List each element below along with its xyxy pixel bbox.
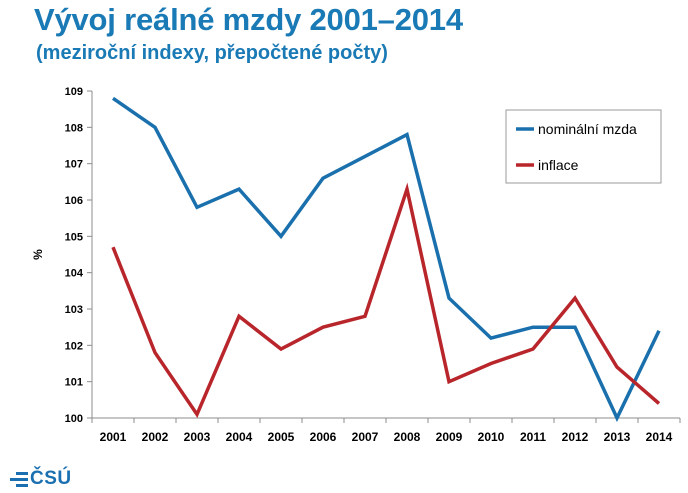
x-tick-label: 2011 <box>520 430 546 444</box>
logo-text: ČSÚ <box>30 468 72 489</box>
axes: 100 101 102 103 104 105 106 107 108 109 2001 2002 20… <box>31 86 681 444</box>
y-tick-label: 106 <box>65 195 83 207</box>
legend-label: nominální mzda <box>538 121 637 137</box>
x-tick-label: 2006 <box>310 430 337 444</box>
chart-title: Vývoj reálné mzdy 2001–2014 <box>34 2 463 37</box>
legend-box <box>505 109 662 184</box>
y-tick-label: 100 <box>65 413 83 425</box>
x-tick-label: 2002 <box>142 430 169 444</box>
y-tick-label: 109 <box>65 86 83 98</box>
y-tick-label: 105 <box>65 231 83 243</box>
y-tick-label: 103 <box>65 304 83 316</box>
x-tick-label: 2005 <box>268 430 295 444</box>
csu-logo: ČSÚ <box>8 468 72 490</box>
x-tick-label: 2013 <box>604 430 631 444</box>
series-layer <box>111 96 661 423</box>
x-tick-label: 2008 <box>394 430 421 444</box>
x-tick-label: 2003 <box>184 430 211 444</box>
y-tick-label: 102 <box>65 340 83 352</box>
logo-mark <box>8 471 28 487</box>
series-line-nominal-wage <box>112 96 661 423</box>
x-tick-label: 2012 <box>562 430 589 444</box>
series-line-inflation <box>111 182 661 419</box>
x-tick-label: 2001 <box>100 430 127 444</box>
y-tick-label: 107 <box>65 159 83 171</box>
y-tick-label: 101 <box>65 377 83 389</box>
x-tick-label: 2004 <box>226 430 253 444</box>
x-tick-label: 2009 <box>436 430 463 444</box>
x-tick-label: 2007 <box>352 430 379 444</box>
y-tick-label: 104 <box>65 268 84 280</box>
y-tick-label: 108 <box>65 122 83 134</box>
x-tick-label: 2010 <box>478 430 505 444</box>
y-axis-label: % <box>31 249 45 260</box>
legend-label: inflace <box>538 157 579 173</box>
legend: nominální mzda inflace <box>505 109 662 184</box>
chart-subtitle: (meziroční indexy, přepočtené počty) <box>36 42 388 64</box>
x-tick-label: 2014 <box>646 430 673 444</box>
